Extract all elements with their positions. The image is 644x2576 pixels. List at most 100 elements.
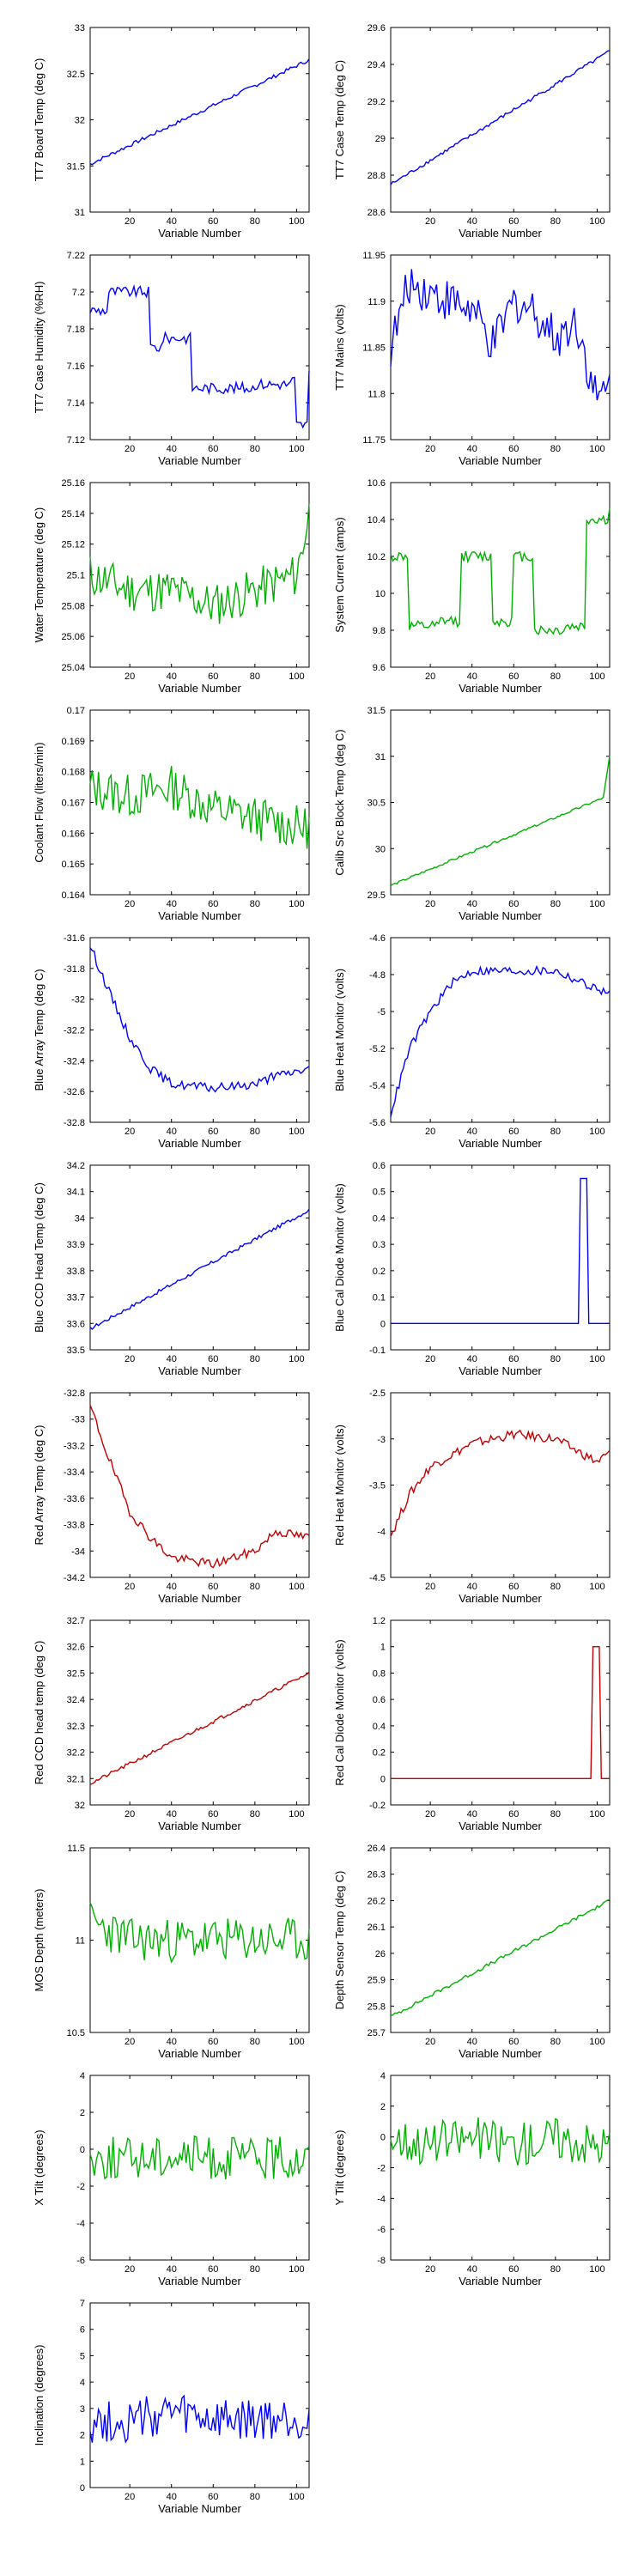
x-tick-label: 60	[208, 671, 218, 682]
y-tick-label: 9.6	[373, 663, 386, 673]
y-tick-label: 25.1	[67, 571, 85, 581]
y-tick-label: 32.2	[67, 1748, 85, 1759]
x-tick-label: 20	[125, 2264, 135, 2275]
x-tick-label: 100	[589, 2264, 605, 2275]
y-tick-label: 25.12	[61, 540, 85, 550]
y-tick-label: 33.7	[67, 1293, 85, 1303]
y-tick-label: 10.4	[368, 515, 386, 526]
x-tick-label: 80	[250, 1354, 260, 1364]
chart-panel-19: 20 40 60 80 100 -6 -4 -2 0 2 4 Variable Number X Til…	[33, 2071, 310, 2287]
y-tick-label: 10.6	[368, 478, 386, 489]
series-line	[89, 1208, 310, 1331]
x-tick-label: 80	[250, 671, 260, 682]
x-tick-label: 80	[250, 216, 260, 227]
x-axis-label: Variable Number	[158, 454, 241, 467]
y-tick-label: -5.4	[369, 1081, 386, 1091]
y-tick-label: -2	[76, 2182, 85, 2192]
x-tick-label: 100	[589, 671, 605, 682]
y-tick-label: 28.6	[368, 208, 386, 218]
x-tick-label: 80	[250, 1127, 260, 1137]
chart-panel-11: 20 40 60 80 100 33.5 33.6 33.7 33.8 33.9 34 34.1 34.…	[33, 1161, 310, 1377]
series-line	[89, 2394, 310, 2444]
y-tick-label: -4.5	[369, 1573, 386, 1583]
y-axis-label: Red Cal Diode Monitor (volts)	[333, 1639, 346, 1786]
series-line	[390, 964, 611, 1117]
y-tick-label: 26.2	[368, 1896, 386, 1906]
y-tick-label: 1.2	[373, 1616, 386, 1626]
y-tick-label: 31	[375, 752, 386, 762]
x-axis-label: Variable Number	[459, 227, 542, 240]
x-tick-label: 20	[425, 671, 435, 682]
chart-panel-17: 20 40 60 80 100 10.5 11 11.5 Variable Number MOS …	[33, 1844, 310, 2060]
series-line	[89, 1902, 310, 1964]
y-tick-label: 31	[75, 208, 85, 218]
y-tick-label: 32.4	[67, 1695, 85, 1705]
y-tick-label: 29	[375, 134, 386, 144]
chart-panel-4: 20 40 60 80 100 11.75 11.8 11.85 11.9 11.95 Variab…	[333, 251, 611, 467]
y-tick-label: 0	[80, 2145, 85, 2155]
y-tick-label: 0.6	[373, 1161, 386, 1171]
y-tick-label: 0.165	[61, 860, 85, 870]
y-tick-label: -4	[377, 2194, 386, 2204]
y-tick-label: 31.5	[368, 706, 386, 716]
y-axis-label: TT7 Board Temp (deg C)	[33, 58, 46, 182]
y-tick-label: 11	[76, 1936, 85, 1947]
x-tick-label: 100	[589, 899, 605, 909]
plot-frame	[390, 709, 611, 896]
x-tick-label: 80	[250, 2492, 260, 2502]
y-tick-label: 2	[80, 2431, 85, 2441]
plot-frame	[390, 1619, 611, 1806]
y-tick-label: -34.2	[64, 1573, 85, 1583]
x-tick-label: 100	[289, 899, 304, 909]
x-tick-label: 20	[425, 2264, 435, 2275]
plot-frame	[89, 2302, 310, 2488]
y-tick-label: 29.4	[368, 60, 386, 70]
x-tick-label: 100	[589, 1354, 605, 1364]
x-tick-label: 20	[125, 1809, 135, 1820]
y-tick-label: 0.169	[61, 737, 85, 747]
y-tick-label: -3.5	[369, 1481, 386, 1492]
plot-frame	[89, 1619, 310, 1806]
x-tick-label: 80	[550, 2264, 561, 2275]
y-axis-label: Coolant Flow (liters/min)	[33, 742, 46, 862]
x-tick-label: 40	[467, 444, 477, 454]
y-tick-label: 4	[80, 2378, 85, 2388]
y-tick-label: 1	[80, 2457, 85, 2467]
y-axis-label: TT7 Case Temp (deg C)	[333, 60, 346, 179]
y-tick-label: 1	[380, 1643, 386, 1653]
x-tick-label: 40	[467, 1809, 477, 1820]
chart-panel-5: 20 40 60 80 100 25.04 25.06 25.08 25.1 25.12 25.14…	[33, 478, 310, 695]
chart-panel-9: 20 40 60 80 100 -32.8 -32.6 -32.4 -32.2 -32 -31.8 -…	[33, 933, 310, 1150]
y-tick-label: -4.8	[369, 970, 386, 981]
x-axis-label: Variable Number	[158, 227, 241, 240]
x-axis-label: Variable Number	[158, 2502, 241, 2515]
series-line	[89, 947, 310, 1093]
y-tick-label: 0.3	[373, 1240, 386, 1250]
x-tick-label: 100	[289, 2037, 304, 2047]
chart-panel-7: 20 40 60 80 100 0.164 0.165 0.166 0.167 0.168 0.16…	[33, 706, 310, 922]
x-tick-label: 80	[550, 216, 561, 227]
series-line	[89, 1405, 310, 1569]
y-tick-label: 26.3	[368, 1870, 386, 1880]
y-tick-label: -2.5	[369, 1388, 386, 1399]
x-tick-label: 60	[508, 216, 519, 227]
y-tick-label: 34	[75, 1213, 85, 1224]
y-axis-label: MOS Depth (meters)	[33, 1889, 46, 1992]
y-tick-label: 25.04	[61, 663, 85, 673]
series-line	[89, 2135, 310, 2180]
x-tick-label: 60	[508, 444, 519, 454]
x-tick-label: 20	[425, 899, 435, 909]
y-tick-label: -32.2	[64, 1026, 85, 1036]
y-tick-label: -5.6	[369, 1118, 386, 1128]
y-axis-label: Inclination (degrees)	[33, 2345, 46, 2446]
y-tick-label: -33.2	[64, 1441, 85, 1451]
x-axis-label: Variable Number	[459, 682, 542, 695]
x-tick-label: 80	[250, 2037, 260, 2047]
x-tick-label: 40	[467, 1354, 477, 1364]
x-axis-label: Variable Number	[158, 1820, 241, 1832]
y-tick-label: 26	[375, 1949, 386, 1959]
x-tick-label: 80	[250, 444, 260, 454]
x-tick-label: 20	[125, 2492, 135, 2502]
x-tick-label: 20	[125, 1354, 135, 1364]
